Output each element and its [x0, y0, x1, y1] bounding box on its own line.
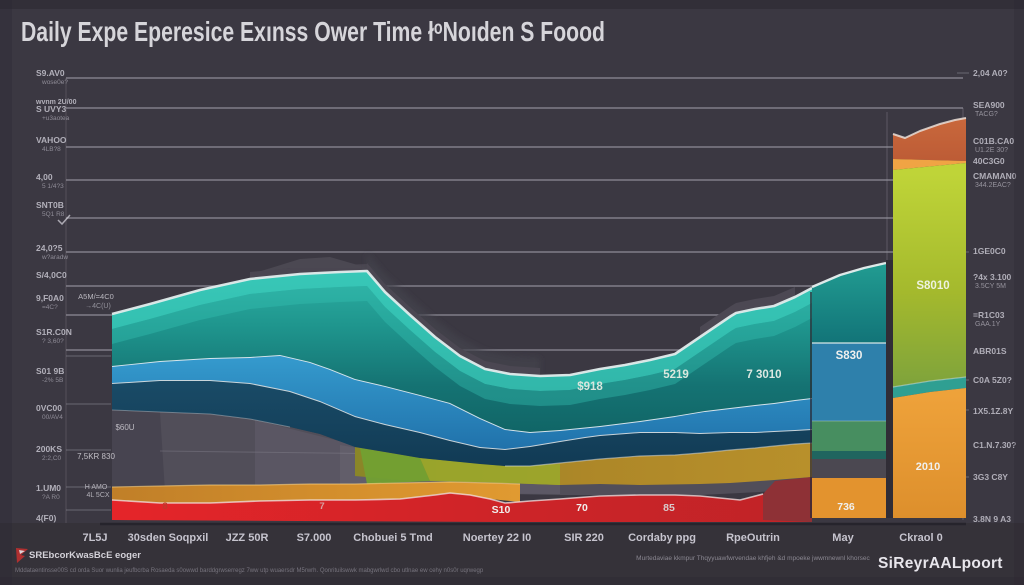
svg-text:S8010: S8010	[916, 280, 949, 292]
svg-text:4L 5CX: 4L 5CX	[86, 492, 109, 499]
svg-text:3.8N 9 A3: 3.8N 9 A3	[973, 514, 1011, 524]
svg-text:0VC00: 0VC00	[36, 403, 62, 413]
svg-text:GAA.1Y: GAA.1Y	[975, 321, 1001, 328]
svg-text:C0A 5Z0?: C0A 5Z0?	[973, 375, 1012, 385]
svg-text:SIR 220: SIR 220	[564, 532, 604, 544]
svg-text:9,F0A0: 9,F0A0	[36, 293, 64, 303]
svg-text:2010: 2010	[916, 461, 940, 473]
svg-text:S9.AV0: S9.AV0	[36, 68, 65, 78]
svg-text:w?aradw: w?aradw	[41, 254, 68, 261]
svg-text:$60U: $60U	[115, 423, 134, 432]
svg-text:7,5KR 830: 7,5KR 830	[77, 452, 115, 461]
svg-text:40C3G0: 40C3G0	[973, 156, 1005, 166]
svg-text:Noertey 22 I0: Noertey 22 I0	[463, 532, 531, 544]
svg-text:344.2EAC?: 344.2EAC?	[975, 182, 1011, 189]
svg-text:2:2,C0: 2:2,C0	[42, 455, 62, 462]
svg-text:30sden Soqpxil: 30sden Soqpxil	[128, 532, 209, 544]
svg-text:H AMO: H AMO	[85, 484, 108, 491]
svg-text:SNT0B: SNT0B	[36, 200, 64, 210]
svg-text:7 3010: 7 3010	[746, 369, 781, 381]
svg-text:?A R0: ?A R0	[42, 494, 60, 501]
svg-text:=4C?: =4C?	[42, 304, 58, 311]
svg-text:1GE0C0: 1GE0C0	[973, 246, 1006, 256]
svg-text:70: 70	[576, 502, 588, 514]
svg-text:736: 736	[837, 501, 855, 513]
svg-text:A5M/=4C0: A5M/=4C0	[78, 292, 114, 301]
svg-text:wose0e?: wose0e?	[41, 79, 68, 86]
svg-text:S UVY3: S UVY3	[36, 104, 67, 114]
svg-text:00/AV4: 00/AV4	[42, 414, 63, 421]
svg-text:SEA900: SEA900	[973, 100, 1005, 110]
svg-text:4,00: 4,00	[36, 172, 53, 182]
svg-text:+u3aotea: +u3aotea	[42, 115, 70, 122]
svg-text:Cordaby ppg: Cordaby ppg	[628, 532, 696, 544]
svg-text:Mddataentinsse00S cd orda Suor: Mddataentinsse00S cd orda Suor wunlia je…	[15, 568, 484, 574]
svg-text:S7.000: S7.000	[297, 532, 332, 544]
svg-text:3G3 C8Y: 3G3 C8Y	[973, 472, 1008, 482]
svg-text:$918: $918	[577, 381, 603, 393]
svg-text:4(F0): 4(F0)	[36, 513, 56, 523]
svg-text:?4x 3.100: ?4x 3.100	[973, 272, 1012, 282]
svg-text:Ckraol 0: Ckraol 0	[899, 532, 942, 544]
svg-text:U1.2E 30?: U1.2E 30?	[975, 147, 1008, 154]
svg-text:1.UM0: 1.UM0	[36, 483, 61, 493]
svg-text:2,04 A0?: 2,04 A0?	[973, 68, 1008, 78]
svg-text:C01B.CA0: C01B.CA0	[973, 136, 1014, 146]
svg-text:-2% 5B: -2% 5B	[42, 377, 63, 384]
svg-text:→4C(U): →4C(U)	[85, 303, 111, 310]
svg-text:7: 7	[319, 501, 324, 512]
svg-text:7L5J: 7L5J	[82, 532, 107, 544]
svg-text:wvnm 2U/00: wvnm 2U/00	[35, 99, 77, 106]
svg-text:24,0?5: 24,0?5	[36, 243, 63, 253]
svg-text:ABR01S: ABR01S	[973, 346, 1007, 356]
svg-text:S/4,0C0: S/4,0C0	[36, 270, 67, 280]
svg-text:5Q1 R8: 5Q1 R8	[42, 211, 65, 218]
svg-text:S01 9B: S01 9B	[36, 366, 64, 376]
svg-text:S830: S830	[836, 350, 863, 362]
svg-text:? 3,60?: ? 3,60?	[42, 338, 64, 345]
svg-text:3.5CY 5M: 3.5CY 5M	[975, 283, 1006, 290]
svg-text:8: 8	[162, 501, 167, 512]
svg-text:5219: 5219	[663, 369, 689, 381]
svg-text:Daily Expe Eperesice Exınss Ow: Daily Expe Eperesice Exınss Ower Time łᵒ…	[21, 16, 605, 47]
svg-text:200KS: 200KS	[36, 444, 62, 454]
svg-text:=R1C03: =R1C03	[973, 310, 1005, 320]
svg-text:Chobuei 5 Tmd: Chobuei 5 Tmd	[353, 532, 432, 544]
svg-text:CMAMAN0: CMAMAN0	[973, 171, 1017, 181]
svg-text:4LB?8: 4LB?8	[42, 146, 61, 153]
svg-text:S10: S10	[492, 504, 511, 516]
svg-text:SiReyrAALpoort: SiReyrAALpoort	[878, 555, 1003, 572]
svg-text:Murtedaviae kkmpur Thqyyuawfwr: Murtedaviae kkmpur Thqyyuawfwrvendae khf…	[636, 555, 870, 562]
svg-text:C1.N.7.30?: C1.N.7.30?	[973, 440, 1016, 450]
svg-text:SREbcorKwasBcE eoger: SREbcorKwasBcE eoger	[29, 550, 141, 561]
svg-text:JZZ 50R: JZZ 50R	[226, 532, 269, 544]
svg-text:1X5.1Z.8Y: 1X5.1Z.8Y	[973, 406, 1013, 416]
svg-text:85: 85	[663, 502, 675, 514]
svg-text:5 1/4?3: 5 1/4?3	[42, 183, 64, 190]
svg-text:TACG?: TACG?	[975, 111, 998, 118]
svg-text:May: May	[832, 532, 854, 544]
svg-text:RpeOutrin: RpeOutrin	[726, 532, 780, 544]
svg-text:VAHOO: VAHOO	[36, 135, 67, 145]
svg-text:S1R.C0N: S1R.C0N	[36, 327, 72, 337]
